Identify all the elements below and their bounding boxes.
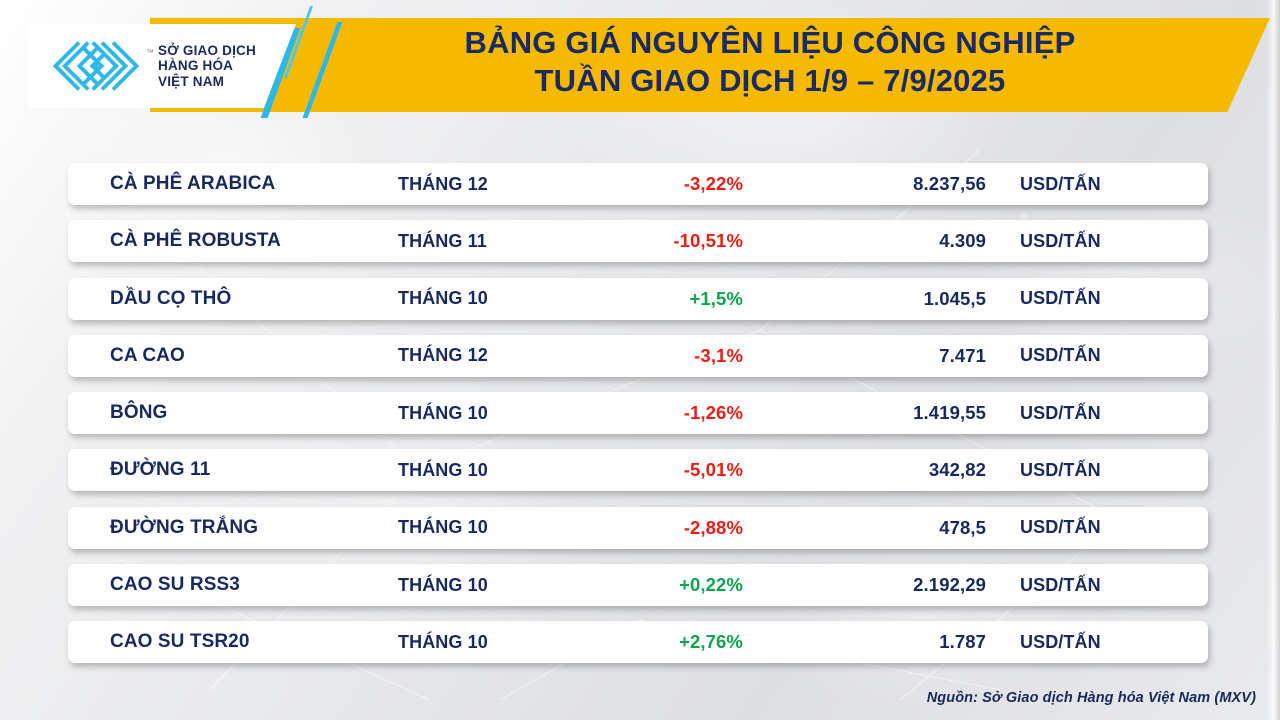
price-value: 8.237,56 <box>913 173 986 194</box>
page-title-line-1: BẢNG GIÁ NGUYÊN LIỆU CÔNG NGHIỆP <box>464 25 1076 60</box>
table-row[interactable]: CÀ PHÊ ROBUSTA THÁNG 11 -10,51% 4.309 USD/TẤ… <box>68 220 1208 263</box>
table-row[interactable]: CAO SU TSR20 THÁNG 10 +2,76% 1.787 USD/TẤN <box>68 621 1208 664</box>
table-row[interactable]: CAO SU RSS3 THÁNG 10 +0,22% 2.192,29 USD/TẤN <box>68 564 1208 607</box>
contract-month: THÁNG 10 <box>398 631 488 652</box>
commodity-name: BÔNG <box>110 402 168 424</box>
price-value: 1.045,5 <box>923 287 986 309</box>
table-row[interactable]: ĐƯỜNG 11 THÁNG 10 -5,01% 342,82 USD/TẤN <box>68 449 1208 492</box>
price-value: 7.471 <box>939 344 986 366</box>
price-value: 342,82 <box>928 459 986 481</box>
logo-line-3: VIỆT NAM <box>158 73 225 89</box>
contract-month: THÁNG 10 <box>398 574 488 595</box>
price-value: 478,5 <box>939 516 986 538</box>
table-row[interactable]: ĐƯỜNG TRẮNG THÁNG 10 -2,88% 478,5 USD/TẤN <box>68 506 1208 549</box>
contract-month: THÁNG 12 <box>398 173 488 194</box>
logo-line-2: HÀNG HÓA <box>158 58 234 74</box>
table-row[interactable]: DẦU CỌ THÔ THÁNG 10 +1,5% 1.045,5 USD/TẤN <box>68 277 1208 320</box>
header-banner: ™ SỞ GIAO DỊCH HÀNG HÓA VIỆT NAM BẢNG GI… <box>0 0 1280 140</box>
price-change-percent: +1,5% <box>689 287 743 309</box>
commodity-name: CA CAO <box>110 344 185 366</box>
price-unit: USD/TẤN <box>1020 230 1101 251</box>
logo-card: ™ SỞ GIAO DỊCH HÀNG HÓA VIỆT NAM <box>28 24 296 108</box>
price-change-percent: -3,22% <box>683 173 743 194</box>
contract-month: THÁNG 12 <box>398 345 488 366</box>
contract-month: THÁNG 10 <box>398 459 488 480</box>
contract-month: THÁNG 10 <box>398 517 488 538</box>
commodity-name: CÀ PHÊ ARABICA <box>110 173 276 194</box>
commodity-name: ĐƯỜNG TRẮNG <box>110 516 259 538</box>
price-change-percent: +2,76% <box>679 631 743 653</box>
price-unit: USD/TẤN <box>1020 459 1101 480</box>
table-row[interactable]: CA CAO THÁNG 12 -3,1% 7.471 USD/TẤN <box>68 334 1208 377</box>
commodity-name: CAO SU RSS3 <box>110 574 240 596</box>
commodity-name: ĐƯỜNG 11 <box>110 459 211 481</box>
price-unit: USD/TẤN <box>1020 517 1101 538</box>
price-unit: USD/TẤN <box>1020 402 1101 423</box>
price-unit: USD/TẤN <box>1020 345 1101 366</box>
logo-wordmark: SỞ GIAO DỊCH HÀNG HÓA VIỆT NAM <box>158 43 256 90</box>
price-value: 1.787 <box>939 631 986 653</box>
price-unit: USD/TẤN <box>1020 574 1101 595</box>
price-table: CÀ PHÊ ARABICA THÁNG 12 -3,22% 8.237,56 USD/… <box>68 163 1208 679</box>
price-unit: USD/TẤN <box>1020 631 1101 652</box>
price-change-percent: +0,22% <box>679 574 743 596</box>
price-value: 4.309 <box>939 230 986 252</box>
price-change-percent: -3,1% <box>694 344 743 366</box>
price-value: 1.419,55 <box>913 402 986 424</box>
price-change-percent: -5,01% <box>683 459 743 481</box>
contract-month: THÁNG 11 <box>398 230 487 251</box>
price-change-percent: -10,51% <box>673 230 743 252</box>
price-unit: USD/TẤN <box>1020 173 1101 194</box>
logo-line-1: SỞ GIAO DỊCH <box>158 42 256 58</box>
mxv-labyrinth-logo-icon <box>52 41 140 91</box>
table-row[interactable]: CÀ PHÊ ARABICA THÁNG 12 -3,22% 8.237,56 USD/… <box>68 163 1208 205</box>
page-title: BẢNG GIÁ NGUYÊN LIỆU CÔNG NGHIỆP TUẦN GI… <box>330 24 1210 100</box>
page-title-line-2: TUẦN GIAO DỊCH 1/9 – 7/9/2025 <box>534 63 1006 98</box>
commodity-name: CAO SU TSR20 <box>110 631 250 653</box>
contract-month: THÁNG 10 <box>398 288 488 309</box>
contract-month: THÁNG 10 <box>398 402 488 423</box>
price-change-percent: -1,26% <box>683 402 743 424</box>
price-unit: USD/TẤN <box>1020 288 1101 309</box>
commodity-name: CÀ PHÊ ROBUSTA <box>110 230 281 252</box>
source-note: Nguồn: Sở Giao dịch Hàng hóa Việt Nam (M… <box>926 690 1256 706</box>
price-value: 2.192,29 <box>913 574 986 596</box>
trademark-symbol: ™ <box>146 48 155 57</box>
commodity-name: DẦU CỌ THÔ <box>110 287 232 309</box>
table-row[interactable]: BÔNG THÁNG 10 -1,26% 1.419,55 USD/TẤN <box>68 392 1208 435</box>
price-change-percent: -2,88% <box>683 516 743 538</box>
